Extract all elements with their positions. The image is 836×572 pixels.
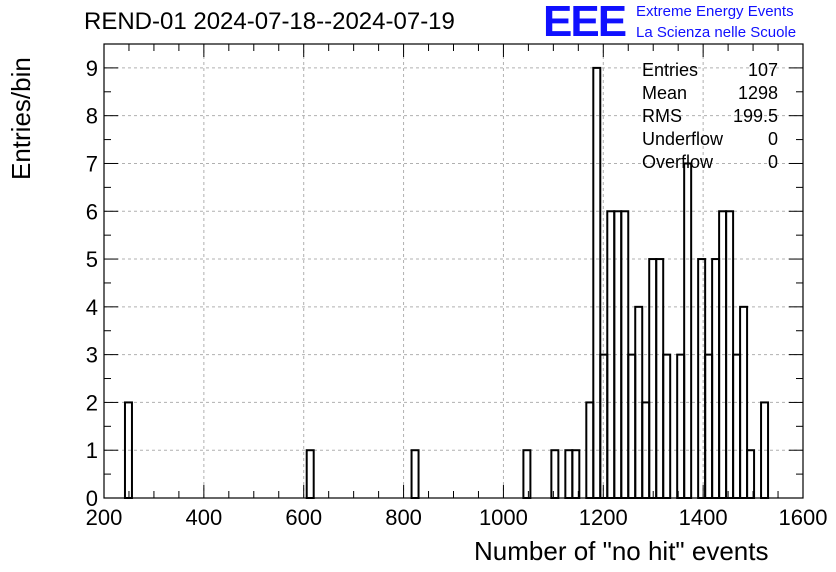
- histogram-bar: [732, 353, 742, 500]
- histogram-bar: [627, 353, 637, 500]
- y-axis-label: Entries/bin: [6, 57, 36, 180]
- y-tick-label: 0: [86, 486, 98, 511]
- y-tick-label: 3: [86, 343, 98, 368]
- histogram-bar: [648, 258, 658, 500]
- stat-value-rms: 199.5: [732, 106, 778, 126]
- x-tick-label: 1200: [579, 505, 628, 530]
- histogram-bar: [746, 449, 756, 500]
- x-tick-label: 800: [385, 505, 422, 530]
- x-tick-label: 400: [185, 505, 222, 530]
- histogram-bar: [592, 66, 602, 499]
- chart-title: REND-01 2024-07-18--2024-07-19: [84, 8, 455, 35]
- y-tick-label: 8: [86, 104, 98, 129]
- histogram-bar: [683, 162, 693, 499]
- histogram-bar: [550, 449, 560, 500]
- logo-line-2: La Scienza nelle Scuole: [636, 24, 797, 41]
- y-tick-label: 7: [86, 151, 98, 176]
- stat-label-underflow: Underflow: [642, 129, 724, 149]
- stat-label-rms: RMS: [642, 106, 682, 126]
- x-axis-label: Number of "no hit" events: [474, 536, 769, 566]
- histogram-bar: [704, 353, 714, 500]
- histogram-bar: [655, 258, 665, 500]
- stat-label-mean: Mean: [642, 83, 688, 103]
- histogram-bar: [711, 258, 721, 500]
- x-tick-label: 600: [285, 505, 322, 530]
- histogram-bar: [571, 449, 581, 500]
- histogram-bar: [676, 353, 686, 500]
- grid-lines: [104, 44, 803, 498]
- stat-value-overflow: 0: [767, 152, 778, 172]
- histogram-bar: [522, 449, 532, 500]
- stat-label-entries: Entries: [642, 60, 699, 80]
- x-tick-label: 1400: [679, 505, 728, 530]
- histogram-bar: [410, 449, 420, 500]
- y-tick-label: 6: [86, 199, 98, 224]
- stat-value-mean: 1298: [737, 83, 778, 103]
- stat-value-entries: 107: [747, 60, 778, 80]
- stat-label-overflow: Overflow: [642, 152, 714, 172]
- stat-value-underflow: 0: [767, 129, 778, 149]
- y-tick-label: 2: [86, 390, 98, 415]
- histogram-bar: [662, 353, 672, 500]
- histogram-bar: [305, 449, 315, 500]
- x-tick-label: 200: [86, 505, 123, 530]
- y-tick-label: 4: [86, 295, 98, 320]
- eee-logo: EEE: [543, 0, 627, 46]
- logo-line-1: Extreme Energy Events: [636, 3, 794, 20]
- x-tick-labels: 200 400 600 800 1000 1200 1400 1600: [86, 505, 828, 530]
- x-tick-label: 1600: [779, 505, 828, 530]
- y-tick-label: 1: [86, 438, 98, 463]
- histogram-bar: [697, 258, 707, 500]
- x-tick-label: 1000: [479, 505, 528, 530]
- histogram-bar: [564, 449, 574, 500]
- axis-ticks: [103, 43, 804, 499]
- y-tick-label: 9: [86, 56, 98, 81]
- y-tick-label: 5: [86, 247, 98, 272]
- y-tick-labels: 0 1 2 3 4 5 6 7 8 9: [86, 56, 98, 511]
